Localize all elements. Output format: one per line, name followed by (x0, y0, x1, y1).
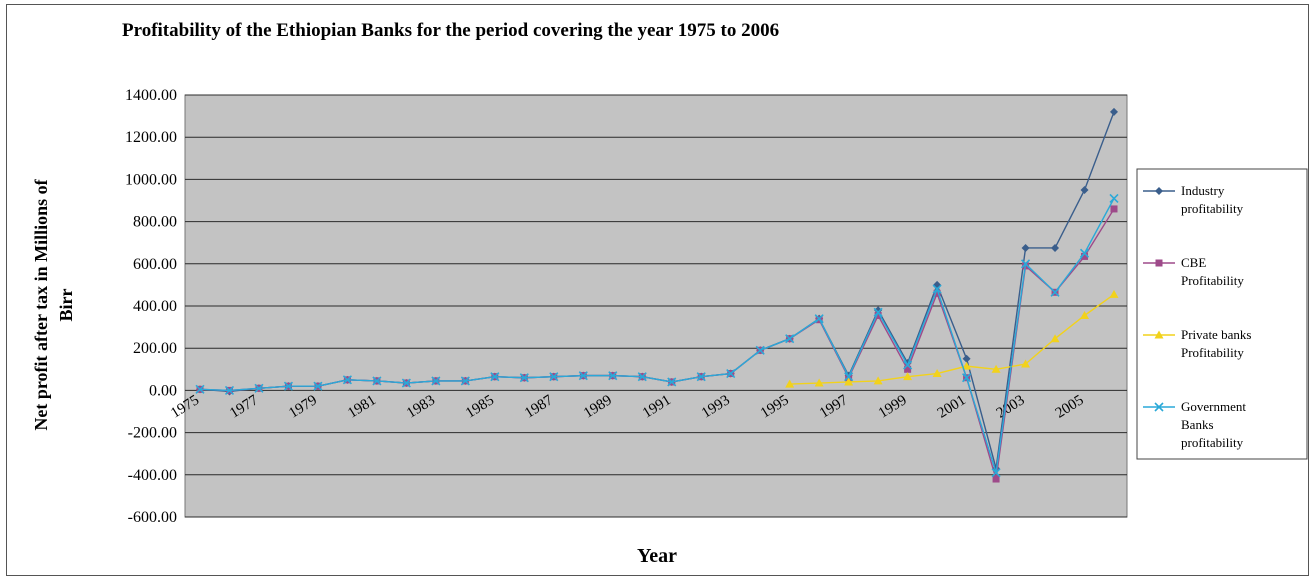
data-point (932, 284, 942, 294)
data-point (195, 384, 205, 394)
data-point (490, 372, 500, 382)
y-tick-label: -200.00 (128, 425, 177, 442)
data-point (549, 372, 559, 382)
y-axis-label: Net profit after tax in Millions of Birr (31, 178, 76, 430)
data-point (962, 373, 972, 383)
legend-box (1136, 168, 1308, 460)
y-axis-label-line-1: Net profit after tax in Millions of (31, 178, 51, 430)
legend-item: CBE Profitability (1143, 255, 1244, 288)
data-point (1021, 243, 1030, 252)
data-point (873, 376, 883, 385)
data-point (991, 364, 1001, 373)
x-axis-label: Year (637, 545, 677, 567)
data-point (1155, 259, 1163, 267)
data-point (1154, 402, 1164, 412)
legend-item: Private banks Profitability (1143, 327, 1251, 360)
y-tick-label: 400.00 (133, 298, 177, 315)
data-point (1079, 248, 1090, 258)
data-point (431, 376, 441, 386)
series-layer (195, 107, 1119, 483)
y-tick-label: 0.00 (149, 382, 177, 399)
y-tick-label: 1000.00 (125, 171, 177, 188)
data-point (1021, 359, 1031, 368)
data-point (992, 475, 1000, 483)
data-point (844, 372, 854, 382)
data-point (1155, 187, 1163, 195)
data-point (933, 289, 941, 297)
data-point (460, 376, 470, 386)
legend-item: Industry profitability (1143, 183, 1244, 216)
y-tick-label: -600.00 (128, 509, 177, 526)
legend-label: Banks (1181, 417, 1214, 432)
data-point (873, 307, 883, 317)
gridlines (185, 94, 1127, 518)
chart-title: Profitability of the Ethiopian Banks for… (122, 20, 779, 41)
data-point (903, 360, 913, 370)
data-point (372, 376, 382, 386)
data-point (254, 383, 264, 393)
line-chart: Profitability of the Ethiopian Banks for… (31, 20, 1308, 567)
data-point (1109, 193, 1119, 203)
data-point (313, 381, 323, 391)
data-point (814, 378, 824, 387)
legend-item: Government Banks profitability (1143, 399, 1246, 450)
data-point (1081, 252, 1089, 260)
data-point (874, 311, 882, 319)
data-point (1050, 334, 1060, 343)
data-point (283, 381, 294, 391)
legend-label: Government (1181, 399, 1246, 414)
legend-label: profitability (1181, 435, 1244, 450)
y-tick-label: 600.00 (133, 256, 177, 273)
data-point (667, 377, 677, 387)
data-point (962, 361, 972, 370)
data-point (932, 369, 942, 378)
legend-label: Profitability (1181, 345, 1244, 360)
legend-label: Profitability (1181, 273, 1244, 288)
data-point (844, 377, 854, 386)
data-point (785, 379, 795, 388)
data-point (224, 385, 235, 395)
y-axis-label-line-2: Birr (56, 289, 76, 322)
data-point (1109, 289, 1119, 298)
series-3 (195, 193, 1119, 478)
series-line (199, 198, 1115, 473)
data-point (1080, 310, 1090, 319)
series-2 (785, 289, 1119, 388)
data-point (696, 372, 706, 382)
legend-label: Industry (1181, 183, 1225, 198)
data-point (1110, 107, 1118, 116)
data-point (1154, 330, 1164, 339)
chart-frame: Profitability of the Ethiopian Banks for… (6, 4, 1309, 576)
data-point (401, 378, 411, 388)
data-point (1110, 205, 1118, 213)
data-point (578, 371, 588, 381)
y-tick-label: 1200.00 (125, 129, 177, 146)
data-point (726, 368, 736, 379)
y-axis-ticks: 1400.00 1200.00 1000.00 800.00 600.00 400.00 2… (125, 87, 177, 526)
y-tick-label: 1400.00 (125, 87, 177, 104)
data-point (637, 372, 647, 382)
data-point (1051, 243, 1060, 252)
legend: IndustryprofitabilityCBEProfitabilityPri… (1136, 168, 1308, 460)
y-tick-label: -400.00 (128, 467, 177, 484)
data-point (785, 334, 795, 344)
data-point (903, 372, 913, 381)
data-point (1080, 185, 1089, 194)
legend-label: Private banks (1181, 327, 1251, 342)
legend-label: profitability (1181, 201, 1244, 216)
data-point (342, 375, 352, 385)
data-point (1050, 287, 1060, 297)
y-tick-label: 200.00 (133, 340, 177, 357)
series-line (789, 293, 1115, 385)
data-point (1020, 259, 1031, 269)
data-point (608, 371, 618, 381)
data-point (991, 468, 1001, 478)
y-tick-label: 800.00 (133, 214, 177, 231)
data-point (814, 314, 824, 324)
data-point (755, 345, 765, 355)
data-point (519, 373, 529, 383)
data-point (904, 365, 912, 373)
legend-label: CBE (1181, 255, 1206, 270)
data-point (962, 354, 971, 363)
